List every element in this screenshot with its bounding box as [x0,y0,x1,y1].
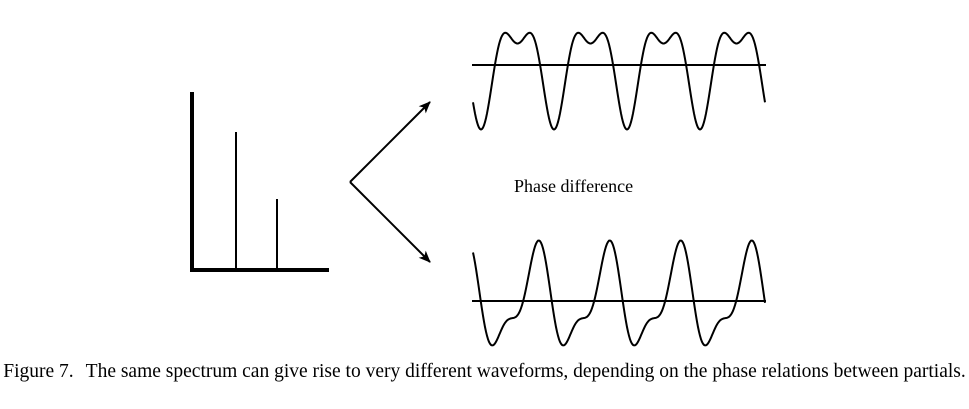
spectrum [190,92,329,272]
waveform-top [472,31,766,131]
figure [190,31,766,347]
arrows [349,101,431,263]
phase-label: Phase difference [514,176,634,196]
waveform-bottom [472,239,766,347]
caption: Figure 7. The same spectrum can give rise… [0,361,969,383]
caption-text: The same spectrum can give rise to very … [85,361,966,382]
caption-label: Figure 7. [3,361,74,382]
